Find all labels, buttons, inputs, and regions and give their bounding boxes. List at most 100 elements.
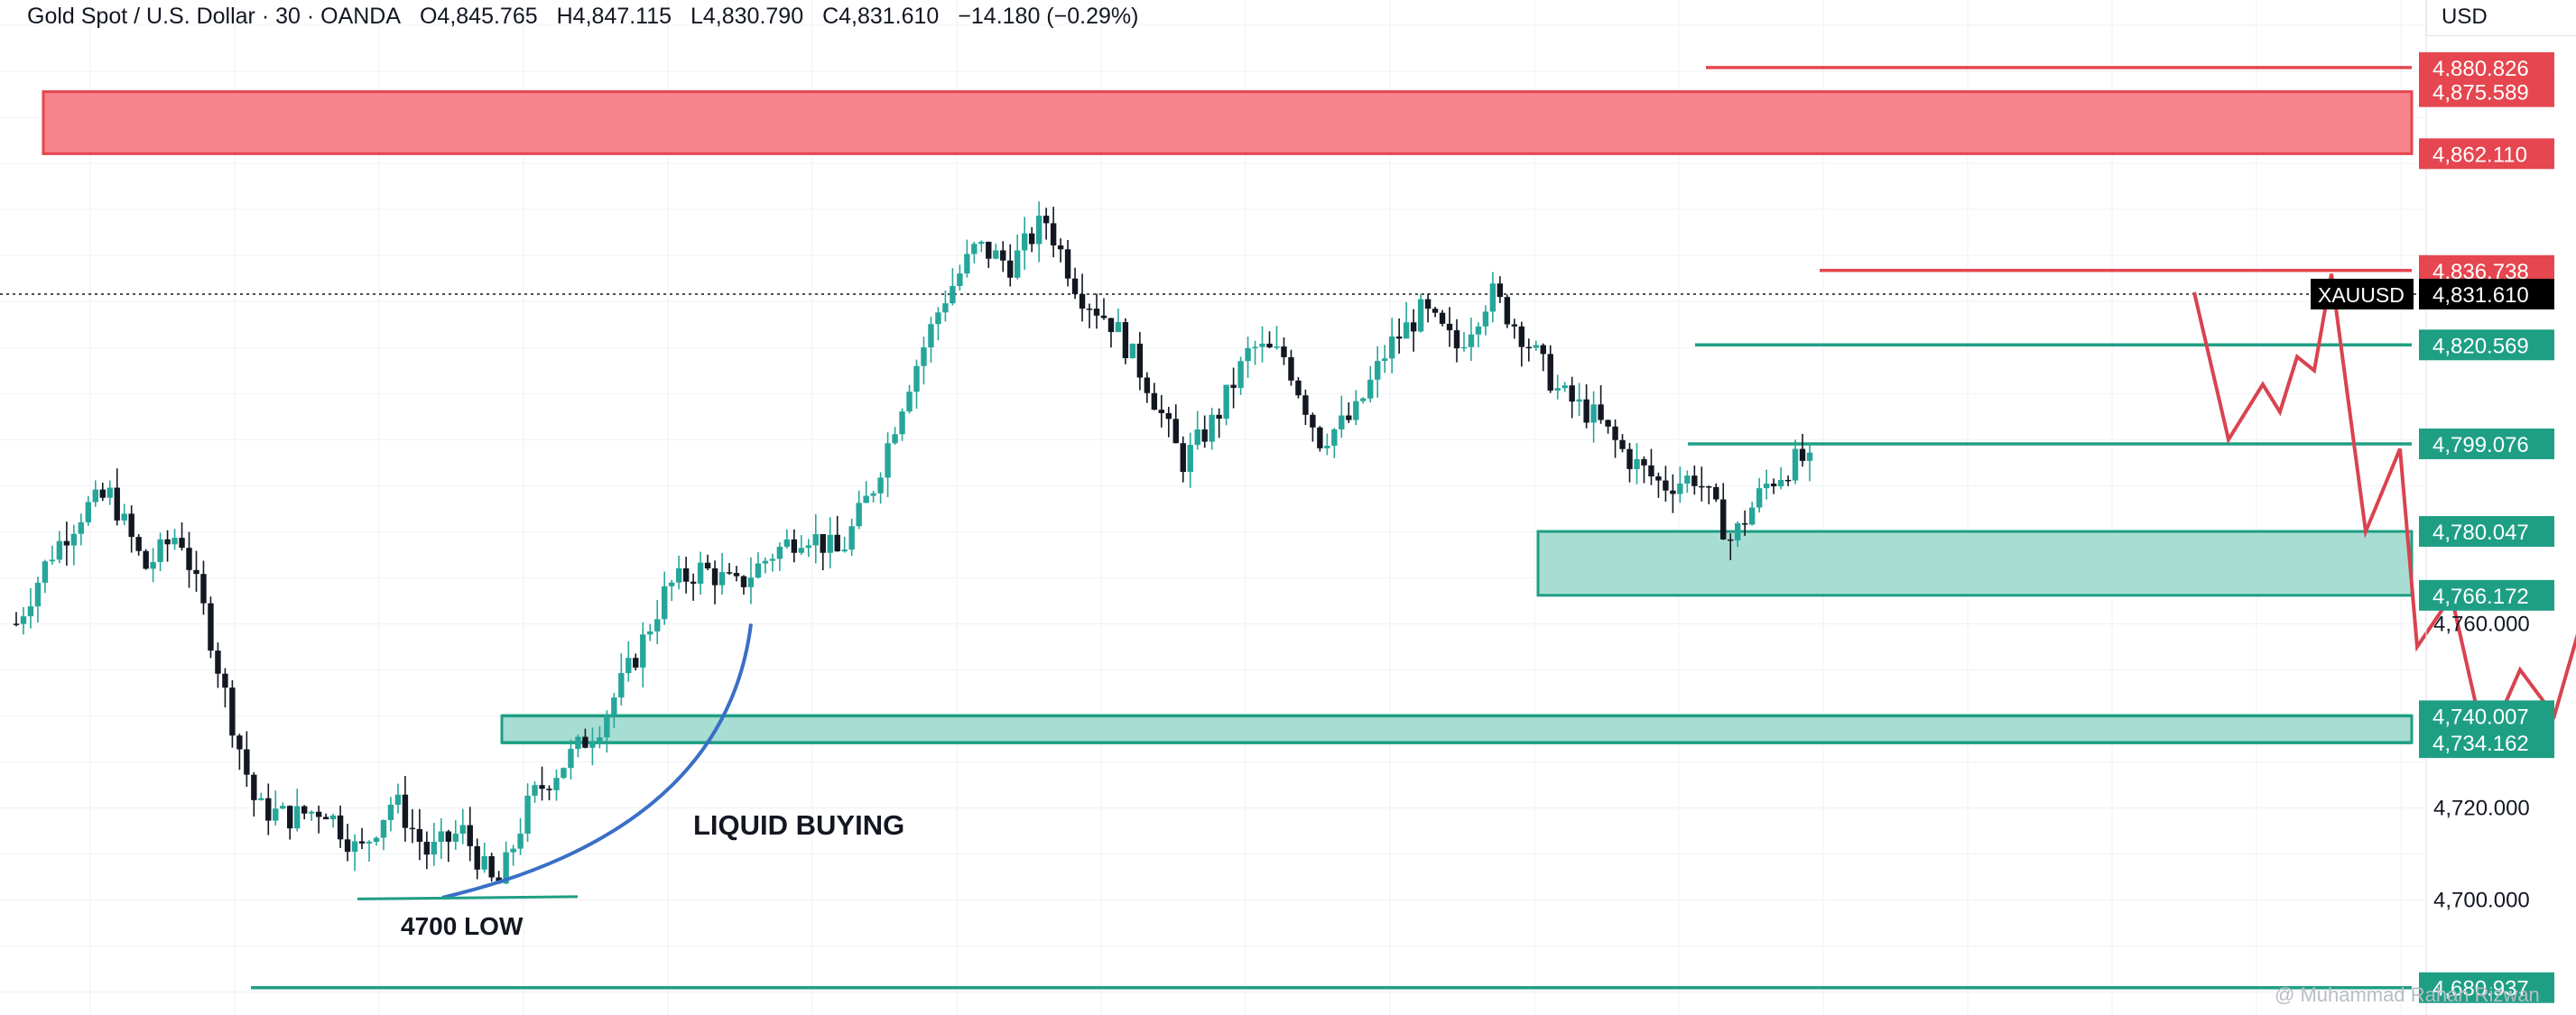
candle-body — [654, 619, 661, 632]
candle-body — [1209, 414, 1215, 442]
candle-body — [329, 815, 337, 820]
candle-body — [1453, 330, 1460, 349]
candle-body — [1057, 245, 1064, 250]
candle-body — [1375, 361, 1381, 380]
currency-selector[interactable]: USD — [2426, 0, 2576, 36]
symbol-tag-box — [2311, 278, 2414, 309]
chart-legend: Gold Spot / U.S. Dollar · 30 · OANDA O4,… — [27, 4, 1151, 30]
candle-body — [561, 768, 567, 779]
candle-body — [510, 848, 516, 853]
close-value: C4,831.610 — [822, 4, 940, 29]
candle-body — [1410, 322, 1417, 332]
candle-body — [1388, 337, 1395, 359]
candle-body — [1403, 322, 1410, 339]
candle-body — [885, 443, 891, 478]
candle-body — [186, 548, 192, 570]
candle-body — [1655, 476, 1662, 481]
liquid-buying-curve — [441, 623, 753, 900]
candle-body — [358, 841, 366, 844]
candle-body — [1165, 412, 1172, 420]
price-label-text: 4,780.047 — [2432, 521, 2529, 545]
candle-body — [726, 572, 733, 574]
candle-body — [179, 538, 185, 549]
candle-body — [1180, 443, 1186, 473]
candle-body — [99, 489, 106, 498]
candle-body — [1496, 283, 1504, 298]
symbol-tag-text: XAUUSD — [2318, 283, 2405, 307]
candle-body — [351, 841, 358, 853]
candle-body — [265, 798, 272, 821]
candle-body — [1259, 343, 1265, 347]
candle-body — [747, 577, 755, 587]
candle-body — [783, 539, 791, 548]
candle-body — [1015, 250, 1021, 278]
price-label-text: 4,862.110 — [2432, 143, 2527, 167]
candle-body — [899, 411, 905, 435]
candle-body — [438, 831, 445, 843]
candle-body — [467, 825, 473, 846]
candle-body — [1784, 479, 1792, 482]
candle-body — [1792, 448, 1799, 481]
candle-body — [236, 735, 243, 750]
candle-body — [1713, 486, 1719, 500]
candle-body — [1144, 377, 1151, 393]
candle-body — [1504, 297, 1511, 325]
projection-path — [2192, 273, 2576, 754]
candle-body — [647, 631, 653, 635]
candle-body — [1129, 343, 1136, 358]
candle-body — [1187, 445, 1193, 473]
candle-body — [1634, 458, 1640, 469]
candle-body — [1223, 384, 1229, 420]
candle-body — [1346, 415, 1352, 420]
candle-body — [1684, 475, 1691, 484]
candle-body — [1670, 490, 1676, 494]
candle-body — [308, 811, 315, 814]
candle-body — [690, 581, 697, 584]
candle-body — [1266, 343, 1273, 348]
candle-body — [1626, 448, 1633, 469]
candle-body — [452, 834, 459, 842]
candle-body — [1288, 356, 1294, 381]
candle-body — [488, 856, 495, 878]
candle-body — [553, 778, 560, 790]
candle-body — [34, 582, 42, 607]
price-tick-label: 4,700.000 — [2433, 888, 2530, 912]
candle-body — [143, 550, 149, 569]
demand-zone — [1536, 530, 2414, 597]
candle-body — [337, 815, 344, 840]
price-label-box — [2419, 727, 2554, 759]
candle-body — [539, 785, 545, 789]
candle-body — [733, 573, 740, 577]
price-label-box — [2419, 516, 2554, 548]
candle-body — [1035, 216, 1042, 245]
candle-body — [1432, 309, 1439, 313]
candle-body — [1317, 427, 1323, 448]
candle-body — [769, 558, 776, 561]
candle-body — [222, 673, 228, 688]
candle-body — [1158, 410, 1165, 413]
candle-body — [993, 250, 999, 259]
candle-body — [791, 539, 798, 553]
price-zones — [42, 90, 2414, 744]
candle-body — [380, 819, 387, 838]
candle-body — [416, 828, 423, 843]
candle-body — [280, 806, 286, 809]
candle-body — [373, 837, 380, 842]
candle-body — [935, 312, 941, 325]
candle-body — [171, 538, 178, 545]
candle-body — [1086, 309, 1093, 310]
candle-body — [1237, 361, 1244, 388]
candle-body — [834, 534, 840, 552]
candle-body — [114, 487, 120, 521]
candle-body — [431, 842, 438, 855]
candle-body — [63, 540, 70, 546]
change-value: −14.180 (−0.29%) — [958, 4, 1139, 29]
candle-body — [1677, 484, 1683, 494]
candle-body — [755, 563, 762, 578]
candle-body — [625, 658, 632, 674]
candle-body — [1252, 346, 1258, 349]
candle-body — [1331, 429, 1338, 447]
candle-body — [675, 567, 682, 583]
candle-body — [215, 651, 221, 674]
